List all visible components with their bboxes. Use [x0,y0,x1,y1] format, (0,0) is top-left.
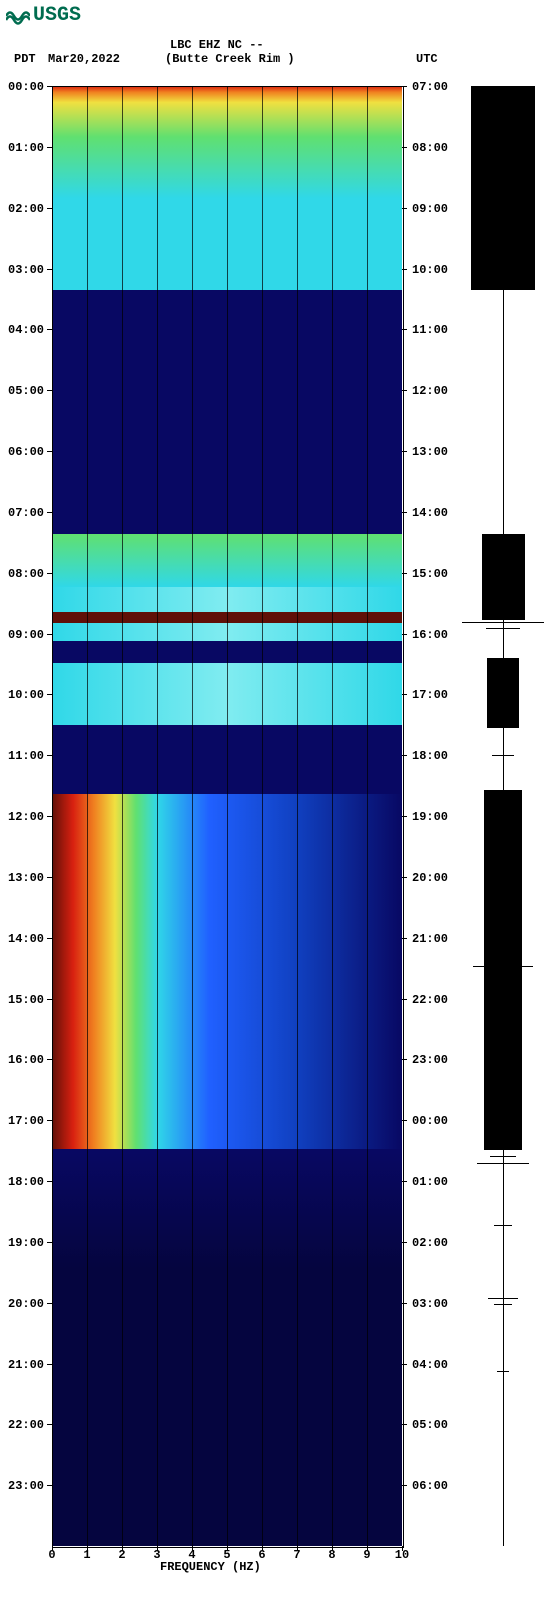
utc-time-label: 04:00 [412,1358,448,1372]
pdt-time-label: 00:00 [8,80,44,94]
pdt-time-label: 14:00 [8,932,44,946]
utc-time-label: 16:00 [412,628,448,642]
seismogram-spike [494,1225,511,1226]
pdt-time-label: 02:00 [8,202,44,216]
seismogram-trace [460,86,546,1546]
vertical-gridline [262,86,263,1546]
vertical-gridline [157,86,158,1546]
pdt-time-label: 21:00 [8,1358,44,1372]
utc-time-label: 21:00 [412,932,448,946]
pdt-time-label: 19:00 [8,1236,44,1250]
pdt-time-label: 08:00 [8,567,44,581]
seismogram-spike [477,1163,529,1164]
pdt-time-label: 11:00 [8,749,44,763]
utc-time-label: 14:00 [412,506,448,520]
utc-time-label: 23:00 [412,1053,448,1067]
utc-time-label: 10:00 [412,263,448,277]
pdt-time-label: 22:00 [8,1418,44,1432]
utc-time-label: 07:00 [412,80,448,94]
pdt-time-label: 05:00 [8,384,44,398]
utc-time-label: 18:00 [412,749,448,763]
vertical-gridline [367,86,368,1546]
pdt-time-label: 09:00 [8,628,44,642]
pdt-time-label: 04:00 [8,323,44,337]
utc-time-label: 17:00 [412,688,448,702]
utc-time-label: 15:00 [412,567,448,581]
utc-time-label: 01:00 [412,1175,448,1189]
pdt-time-label: 17:00 [8,1114,44,1128]
utc-time-label: 05:00 [412,1418,448,1432]
utc-time-label: 19:00 [412,810,448,824]
frequency-axis-label: FREQUENCY (HZ) [160,1560,261,1574]
vertical-gridline [87,86,88,1546]
pdt-time-label: 03:00 [8,263,44,277]
seismogram-spike [490,1156,516,1157]
seismogram-spike [473,966,533,967]
station-code: LBC EHZ NC -- [170,38,264,52]
seismogram-block [482,534,525,620]
pdt-time-label: 16:00 [8,1053,44,1067]
utc-time-label: 22:00 [412,993,448,1007]
seismogram-spike [486,628,520,629]
pdt-time-label: 10:00 [8,688,44,702]
vertical-gridline [122,86,123,1546]
utc-time-label: 12:00 [412,384,448,398]
pdt-time-label: 13:00 [8,871,44,885]
utc-time-label: 06:00 [412,1479,448,1493]
vertical-gridline [227,86,228,1546]
usgs-wave-icon [6,7,30,25]
seismogram-spike [492,755,514,756]
seismogram-spike [494,1304,511,1305]
station-location: (Butte Creek Rim ) [165,52,295,66]
pdt-time-label: 07:00 [8,506,44,520]
vertical-gridline [332,86,333,1546]
utc-time-label: 09:00 [412,202,448,216]
pdt-time-label: 01:00 [8,141,44,155]
date: Mar20,2022 [48,52,120,66]
left-timezone: PDT [14,52,36,66]
utc-time-label: 03:00 [412,1297,448,1311]
utc-time-label: 11:00 [412,323,448,337]
utc-time-label: 20:00 [412,871,448,885]
vertical-gridline [297,86,298,1546]
seismogram-spike [462,622,544,623]
pdt-time-label: 12:00 [8,810,44,824]
utc-time-label: 00:00 [412,1114,448,1128]
usgs-logo: USGS [6,4,81,27]
pdt-time-label: 06:00 [8,445,44,459]
logo-text: USGS [33,4,81,27]
vertical-gridline [192,86,193,1546]
utc-time-label: 08:00 [412,141,448,155]
seismogram-spike [497,1371,510,1372]
pdt-time-label: 20:00 [8,1297,44,1311]
pdt-time-label: 18:00 [8,1175,44,1189]
seismogram-block [484,790,523,1151]
pdt-time-label: 15:00 [8,993,44,1007]
right-timezone: UTC [416,52,438,66]
utc-time-label: 13:00 [412,445,448,459]
seismogram-block [471,86,536,290]
pdt-time-label: 23:00 [8,1479,44,1493]
utc-time-label: 02:00 [412,1236,448,1250]
seismogram-block [487,658,520,728]
seismogram-spike [488,1298,518,1299]
